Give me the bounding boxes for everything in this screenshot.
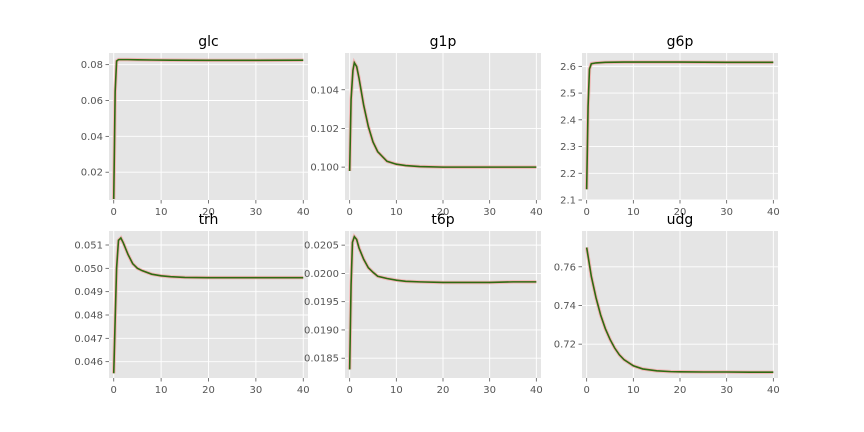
x-tick-label: 40 bbox=[767, 385, 780, 396]
x-tick-label: 40 bbox=[530, 385, 543, 396]
y-tick-label: 0.102 bbox=[310, 124, 339, 135]
x-tick-label: 20 bbox=[437, 385, 450, 396]
y-tick-label: 0.02 bbox=[81, 168, 103, 179]
x-tick-label: 0 bbox=[583, 385, 589, 396]
x-tick-label: 20 bbox=[674, 207, 687, 218]
x-tick-label: 40 bbox=[297, 385, 310, 396]
y-tick-label: 0.0200 bbox=[304, 269, 339, 280]
y-tick-label: 0.08 bbox=[81, 60, 103, 71]
x-tick-label: 10 bbox=[390, 207, 403, 218]
y-tick-label: 2.3 bbox=[560, 142, 576, 153]
subplot-title: glc bbox=[198, 34, 218, 50]
y-tick-label: 2.6 bbox=[560, 62, 576, 73]
x-tick-label: 30 bbox=[250, 385, 263, 396]
y-tick-label: 0.051 bbox=[74, 241, 103, 252]
series-line bbox=[585, 247, 774, 373]
x-tick-label: 20 bbox=[437, 207, 450, 218]
subplot-glc: 0.02 0.04 0.06 0.08 0 10 20 30 40 glc bbox=[81, 34, 310, 218]
y-tick-label: 2.4 bbox=[560, 115, 576, 126]
x-tick-label: 10 bbox=[155, 385, 168, 396]
y-tick-label: 0.0185 bbox=[304, 354, 339, 365]
subplot-t6p: 0.0185 0.0190 0.0195 0.0200 0.0205 0 10 20 30 40 t… bbox=[304, 212, 543, 396]
x-tick-label: 10 bbox=[390, 385, 403, 396]
x-tick-label: 30 bbox=[720, 207, 733, 218]
series-line bbox=[348, 60, 537, 172]
y-tick-label: 2.1 bbox=[560, 196, 576, 207]
y-tick-label: 2.5 bbox=[560, 89, 576, 100]
y-tick-label: 0.74 bbox=[554, 301, 576, 312]
x-tick-label: 40 bbox=[530, 207, 543, 218]
y-tick-label: 0.0190 bbox=[304, 325, 339, 336]
y-tick-label: 0.048 bbox=[74, 311, 103, 322]
y-tick-label: 0.76 bbox=[554, 262, 576, 273]
y-tick-label: 0.0205 bbox=[304, 241, 339, 252]
subplot-g6p: 2.1 2.2 2.3 2.4 2.5 2.6 0 10 20 30 40 g6p bbox=[560, 34, 780, 218]
series-line bbox=[585, 61, 774, 190]
subplot-trh: 0.046 0.047 0.048 0.049 0.050 0.051 0 10 20 30 40 t… bbox=[74, 212, 309, 396]
x-tick-label: 0 bbox=[346, 207, 352, 218]
series-line bbox=[348, 235, 537, 370]
subplot-title: t6p bbox=[431, 212, 454, 228]
x-tick-label: 0 bbox=[111, 385, 117, 396]
x-tick-label: 40 bbox=[297, 207, 310, 218]
subplot-g1p: 0.100 0.102 0.104 0 10 20 30 40 g1p bbox=[310, 34, 542, 218]
subplot-title: g1p bbox=[430, 34, 457, 50]
subplot-udg: 0.72 0.74 0.76 0 10 20 30 40 udg bbox=[554, 212, 780, 396]
x-tick-label: 10 bbox=[155, 207, 168, 218]
y-tick-label: 0.0195 bbox=[304, 297, 339, 308]
series-line bbox=[112, 236, 304, 374]
subplot-title: g6p bbox=[667, 34, 694, 50]
y-tick-label: 0.104 bbox=[310, 85, 339, 96]
y-tick-label: 0.72 bbox=[554, 340, 576, 351]
x-tick-label: 20 bbox=[674, 385, 687, 396]
y-tick-label: 0.100 bbox=[310, 163, 339, 174]
x-tick-label: 0 bbox=[583, 207, 589, 218]
y-tick-label: 2.2 bbox=[560, 169, 576, 180]
x-tick-label: 20 bbox=[202, 207, 215, 218]
y-tick-label: 0.049 bbox=[74, 287, 103, 298]
y-tick-label: 0.050 bbox=[74, 264, 103, 275]
x-tick-label: 30 bbox=[483, 385, 496, 396]
subplot-title: udg bbox=[667, 212, 694, 228]
x-tick-label: 20 bbox=[202, 385, 215, 396]
x-tick-label: 0 bbox=[346, 385, 352, 396]
y-tick-label: 0.047 bbox=[74, 334, 103, 345]
x-tick-label: 10 bbox=[627, 385, 640, 396]
x-tick-label: 30 bbox=[483, 207, 496, 218]
x-tick-label: 30 bbox=[250, 207, 263, 218]
x-tick-label: 30 bbox=[720, 385, 733, 396]
x-tick-label: 40 bbox=[767, 207, 780, 218]
x-tick-label: 0 bbox=[111, 207, 117, 218]
y-tick-label: 0.06 bbox=[81, 96, 103, 107]
series-line bbox=[112, 58, 304, 200]
subplot-title: trh bbox=[199, 212, 219, 228]
y-tick-label: 0.046 bbox=[74, 357, 103, 368]
x-tick-label: 10 bbox=[627, 207, 640, 218]
y-tick-label: 0.04 bbox=[81, 132, 103, 143]
